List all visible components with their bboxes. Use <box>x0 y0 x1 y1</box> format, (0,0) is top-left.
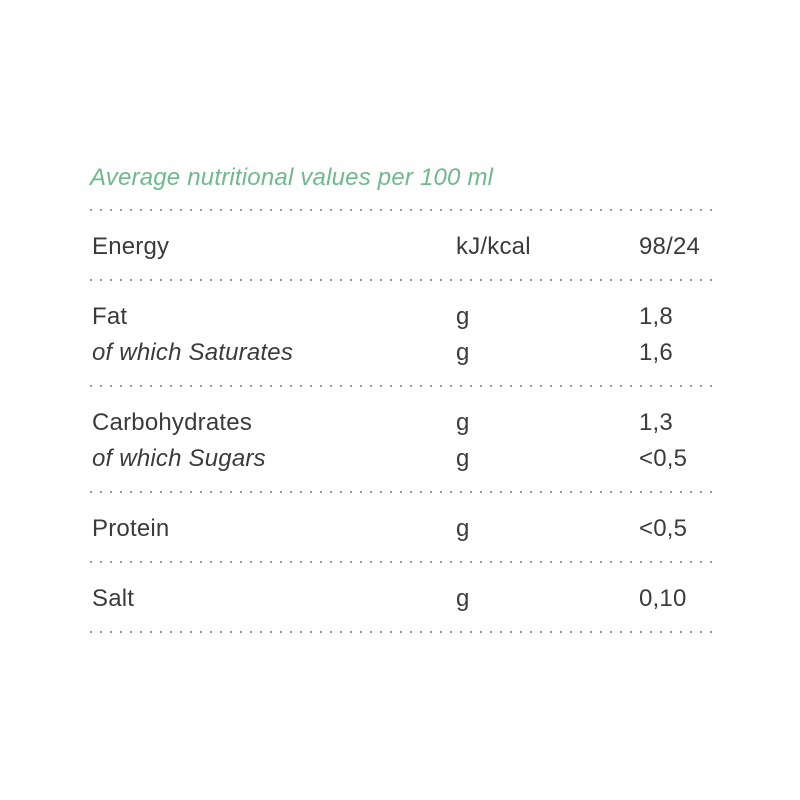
row-value: 1,6 <box>639 339 673 366</box>
row-label: Salt <box>92 585 135 612</box>
table-section-protein: Protein g <0,5 <box>90 493 717 561</box>
page-title: Average nutritional values per 100 ml <box>90 164 494 191</box>
row-value: 98/24 <box>639 233 701 260</box>
nutrition-panel: Average nutritional values per 100 ml En… <box>90 164 717 633</box>
table-row: Energy kJ/kcal 98/24 <box>90 229 717 265</box>
dotted-divider <box>90 279 717 281</box>
row-label: Energy <box>92 233 170 260</box>
table-section-energy: Energy kJ/kcal 98/24 <box>90 211 717 279</box>
dotted-divider <box>90 631 717 633</box>
row-unit: g <box>456 585 470 612</box>
table-row-sub: of which Saturates g 1,6 <box>90 335 717 371</box>
table-row: Fat g 1,8 <box>90 299 717 335</box>
dotted-divider <box>90 385 717 387</box>
row-unit: g <box>456 445 470 472</box>
row-label: of which Saturates <box>92 339 294 366</box>
row-unit: g <box>456 515 470 542</box>
row-value: 1,8 <box>639 303 673 330</box>
row-value: <0,5 <box>639 445 688 472</box>
dotted-divider <box>90 491 717 493</box>
row-unit: g <box>456 303 470 330</box>
row-label: Carbohydrates <box>92 409 253 436</box>
row-label: of which Sugars <box>92 445 266 472</box>
row-label: Protein <box>92 515 170 542</box>
table-row: Salt g 0,10 <box>90 581 717 617</box>
table-row: Protein g <0,5 <box>90 511 717 547</box>
row-unit: g <box>456 409 470 436</box>
row-value: 1,3 <box>639 409 673 436</box>
dotted-divider <box>90 561 717 563</box>
row-value: <0,5 <box>639 515 688 542</box>
table-section-fat: Fat g 1,8 of which Saturates g 1,6 <box>90 281 717 385</box>
row-value: 0,10 <box>639 585 687 612</box>
dotted-divider <box>90 209 717 211</box>
table-section-carbohydrates: Carbohydrates g 1,3 of which Sugars g <0… <box>90 387 717 491</box>
table-row-sub: of which Sugars g <0,5 <box>90 441 717 477</box>
row-unit: kJ/kcal <box>456 233 531 260</box>
row-label: Fat <box>92 303 128 330</box>
row-unit: g <box>456 339 470 366</box>
table-section-salt: Salt g 0,10 <box>90 563 717 631</box>
table-row: Carbohydrates g 1,3 <box>90 405 717 441</box>
